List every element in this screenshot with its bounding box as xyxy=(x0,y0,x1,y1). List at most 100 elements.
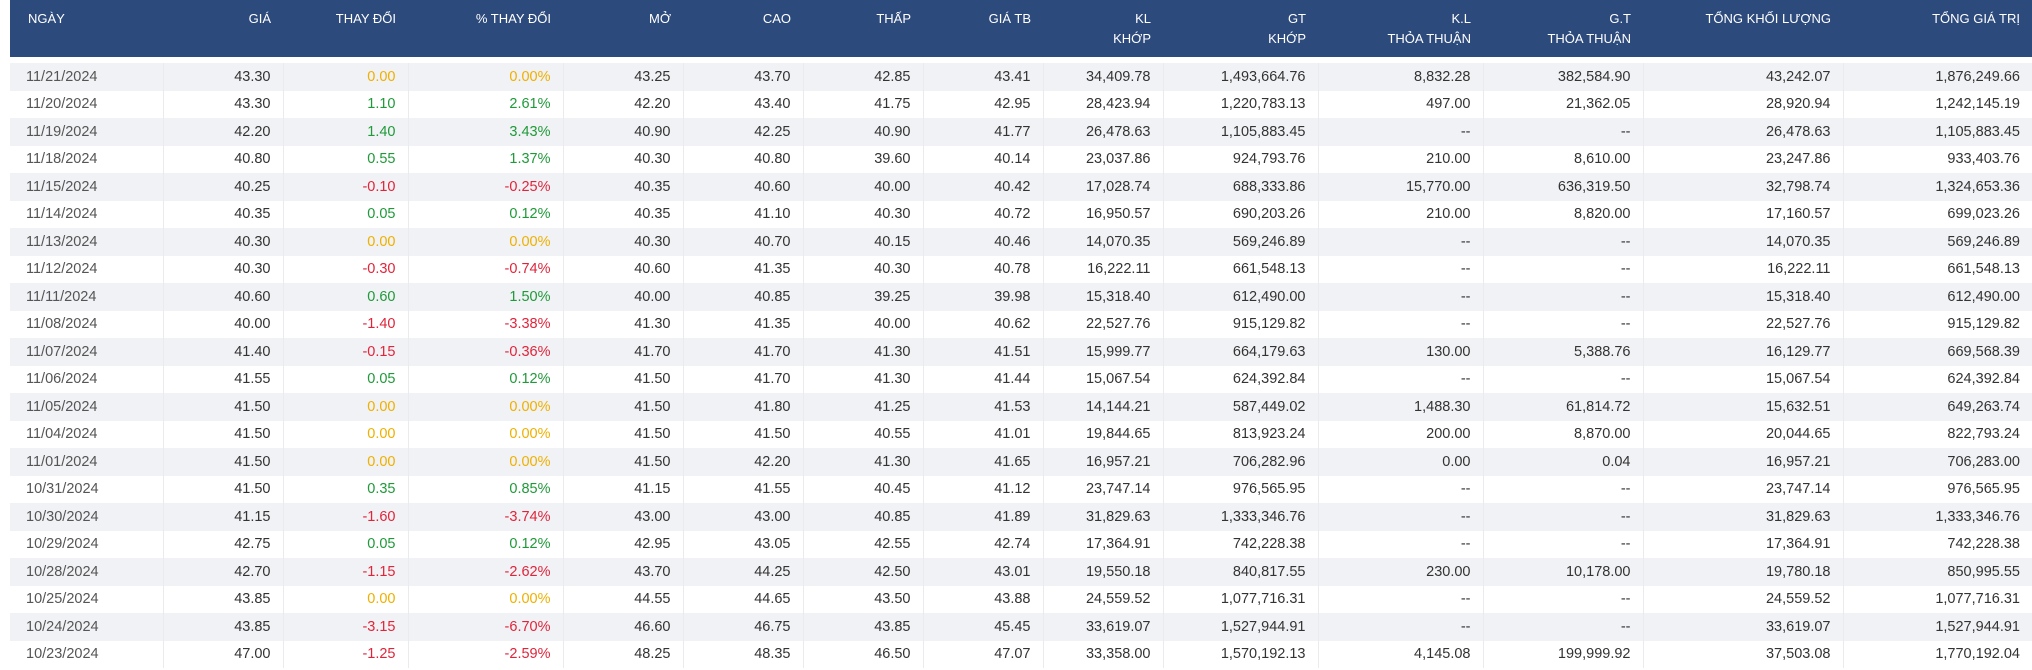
header-pct-change[interactable]: % THAY ĐỔI xyxy=(408,0,563,57)
table-row[interactable]: 11/20/2024 43.30 1.10 2.61% 42.20 43.40 41.75 4… xyxy=(10,90,2032,118)
cell-change: 0.05 xyxy=(283,365,409,393)
cell-matched-volume: 17,364.91 xyxy=(1043,530,1164,558)
cell-price: 40.80 xyxy=(163,145,284,173)
cell-total-volume: 23,247.86 xyxy=(1643,145,1844,173)
table-row[interactable]: 11/07/2024 41.40 -0.15 -0.36% 41.70 41.70 41.3… xyxy=(10,338,2032,366)
cell-change: -1.15 xyxy=(283,558,409,586)
cell-open: 43.70 xyxy=(563,558,684,586)
table-row[interactable]: 11/14/2024 40.35 0.05 0.12% 40.35 41.10 40.30 4… xyxy=(10,200,2032,228)
cell-open: 40.30 xyxy=(563,145,684,173)
header-deal-value[interactable]: G.T THỎA THUẬN xyxy=(1483,0,1643,57)
cell-high: 41.35 xyxy=(683,310,804,338)
table-row[interactable]: 10/25/2024 43.85 0.00 0.00% 44.55 44.65 43.50 4… xyxy=(10,585,2032,613)
cell-pct-change: 1.50% xyxy=(408,283,564,311)
cell-high: 41.55 xyxy=(683,475,804,503)
table-row[interactable]: 11/15/2024 40.25 -0.10 -0.25% 40.35 40.60 40.0… xyxy=(10,173,2032,201)
table-row[interactable]: 10/30/2024 41.15 -1.60 -3.74% 43.00 43.00 40.8… xyxy=(10,503,2032,531)
cell-matched-value: 1,220,783.13 xyxy=(1163,90,1319,118)
cell-avg: 41.89 xyxy=(923,503,1044,531)
cell-deal-value: -- xyxy=(1483,613,1644,641)
table-row[interactable]: 11/18/2024 40.80 0.55 1.37% 40.30 40.80 39.60 4… xyxy=(10,145,2032,173)
header-spacer xyxy=(10,57,2032,63)
table-body: 11/21/2024 43.30 0.00 0.00% 43.25 43.70 42.85 4… xyxy=(10,57,2032,668)
header-deal-volume-line2: THỎA THUẬN xyxy=(1387,31,1471,46)
cell-deal-volume: 0.00 xyxy=(1318,448,1484,476)
cell-open: 41.50 xyxy=(563,393,684,421)
cell-deal-volume: -- xyxy=(1318,228,1484,256)
header-avg[interactable]: GIÁ TB xyxy=(923,0,1043,57)
cell-pct-change: 0.00% xyxy=(408,585,564,613)
header-total-volume[interactable]: TỔNG KHỐI LƯỢNG xyxy=(1643,0,1843,57)
cell-date: 11/05/2024 xyxy=(10,393,164,421)
cell-total-volume: 43,242.07 xyxy=(1643,63,1844,91)
header-matched-value[interactable]: GT KHỚP xyxy=(1163,0,1318,57)
cell-total-volume: 32,798.74 xyxy=(1643,173,1844,201)
cell-matched-value: 612,490.00 xyxy=(1163,283,1319,311)
cell-high: 40.80 xyxy=(683,145,804,173)
header-price[interactable]: GIÁ xyxy=(163,0,283,57)
cell-total-value: 1,876,249.66 xyxy=(1935,68,2020,85)
cell-matched-volume: 26,478.63 xyxy=(1043,118,1164,146)
header-open-label: MỞ xyxy=(649,11,671,26)
cell-matched-value: 1,333,346.76 xyxy=(1163,503,1319,531)
header-open[interactable]: MỞ xyxy=(563,0,683,57)
cell-low: 42.85 xyxy=(803,63,924,91)
table-row[interactable]: 10/23/2024 47.00 -1.25 -2.59% 48.25 48.35 46.5… xyxy=(10,640,2032,668)
cell-matched-volume: 19,550.18 xyxy=(1043,558,1164,586)
cell-pct-change: 0.12% xyxy=(408,365,564,393)
cell-change: 0.55 xyxy=(283,145,409,173)
header-date[interactable]: NGÀY xyxy=(10,0,163,57)
cell-price: 41.15 xyxy=(163,503,284,531)
cell-price: 41.50 xyxy=(163,393,284,421)
cell-deal-value: 8,610.00 xyxy=(1483,145,1644,173)
table-row[interactable]: 11/01/2024 41.50 0.00 0.00% 41.50 42.20 41.30 4… xyxy=(10,448,2032,476)
cell-total-value: 1,242,145.19 xyxy=(1935,96,2020,113)
table-row[interactable]: 10/29/2024 42.75 0.05 0.12% 42.95 43.05 42.55 4… xyxy=(10,530,2032,558)
header-change[interactable]: THAY ĐỔI xyxy=(283,0,408,57)
cell-matched-volume: 24,559.52 xyxy=(1043,585,1164,613)
cell-avg: 41.53 xyxy=(923,393,1044,421)
header-matched-volume[interactable]: KL KHỚP xyxy=(1043,0,1163,57)
table-row[interactable]: 11/11/2024 40.60 0.60 1.50% 40.00 40.85 39.25 3… xyxy=(10,283,2032,311)
table-row[interactable]: 11/05/2024 41.50 0.00 0.00% 41.50 41.80 41.25 4… xyxy=(10,393,2032,421)
cell-price: 41.40 xyxy=(163,338,284,366)
header-low[interactable]: THẤP xyxy=(803,0,923,57)
cell-deal-volume: 200.00 xyxy=(1318,420,1484,448)
cell-total-value: 1,077,716.31 xyxy=(1935,591,2020,608)
header-total-value[interactable]: TỔNG GIÁ TRỊ xyxy=(1843,0,2032,57)
table-row[interactable]: 11/13/2024 40.30 0.00 0.00% 40.30 40.70 40.15 4… xyxy=(10,228,2032,256)
header-high[interactable]: CAO xyxy=(683,0,803,57)
cell-deal-value: -- xyxy=(1483,228,1644,256)
table-row[interactable]: 11/04/2024 41.50 0.00 0.00% 41.50 41.50 40.55 4… xyxy=(10,420,2032,448)
cell-total-value: 1,333,346.76 xyxy=(1935,508,2020,525)
cell-change: -1.40 xyxy=(283,310,409,338)
cell-avg: 40.42 xyxy=(923,173,1044,201)
table-row[interactable]: 10/24/2024 43.85 -3.15 -6.70% 46.60 46.75 43.8… xyxy=(10,613,2032,641)
cell-date: 11/04/2024 xyxy=(10,420,164,448)
cell-total-volume: 15,067.54 xyxy=(1643,365,1844,393)
cell-change: 0.00 xyxy=(283,393,409,421)
cell-deal-volume: 130.00 xyxy=(1318,338,1484,366)
table-row[interactable]: 11/19/2024 42.20 1.40 3.43% 40.90 42.25 40.90 4… xyxy=(10,118,2032,146)
table-row[interactable]: 10/31/2024 41.50 0.35 0.85% 41.15 41.55 40.45 4… xyxy=(10,475,2032,503)
table-row[interactable]: 11/06/2024 41.55 0.05 0.12% 41.50 41.70 41.30 4… xyxy=(10,365,2032,393)
table-row[interactable]: 11/12/2024 40.30 -0.30 -0.74% 40.60 41.35 40.3… xyxy=(10,255,2032,283)
cell-total-volume: 31,829.63 xyxy=(1643,503,1844,531)
cell-matched-volume: 14,144.21 xyxy=(1043,393,1164,421)
header-deal-volume[interactable]: K.L THỎA THUẬN xyxy=(1318,0,1483,57)
cell-deal-volume: -- xyxy=(1318,283,1484,311)
table-row[interactable]: 11/08/2024 40.00 -1.40 -3.38% 41.30 41.35 40.0… xyxy=(10,310,2032,338)
cell-matched-volume: 15,999.77 xyxy=(1043,338,1164,366)
table-row[interactable]: 10/28/2024 42.70 -1.15 -2.62% 43.70 44.25 42.5… xyxy=(10,558,2032,586)
cell-matched-value: 1,105,883.45 xyxy=(1163,118,1319,146)
header-row: NGÀY GIÁ THAY ĐỔI % THAY ĐỔI MỞ CAO THẤP… xyxy=(10,0,2032,57)
cell-total-value: 569,246.89 xyxy=(1947,233,2020,250)
cell-pct-change: -0.74% xyxy=(408,255,564,283)
table-row[interactable]: 11/21/2024 43.30 0.00 0.00% 43.25 43.70 42.85 4… xyxy=(10,63,2032,91)
cell-avg: 41.51 xyxy=(923,338,1044,366)
cell-matched-value: 976,565.95 xyxy=(1163,475,1319,503)
cell-low: 41.30 xyxy=(803,365,924,393)
cell-low: 42.50 xyxy=(803,558,924,586)
cell-price: 40.00 xyxy=(163,310,284,338)
cell-low: 43.85 xyxy=(803,613,924,641)
